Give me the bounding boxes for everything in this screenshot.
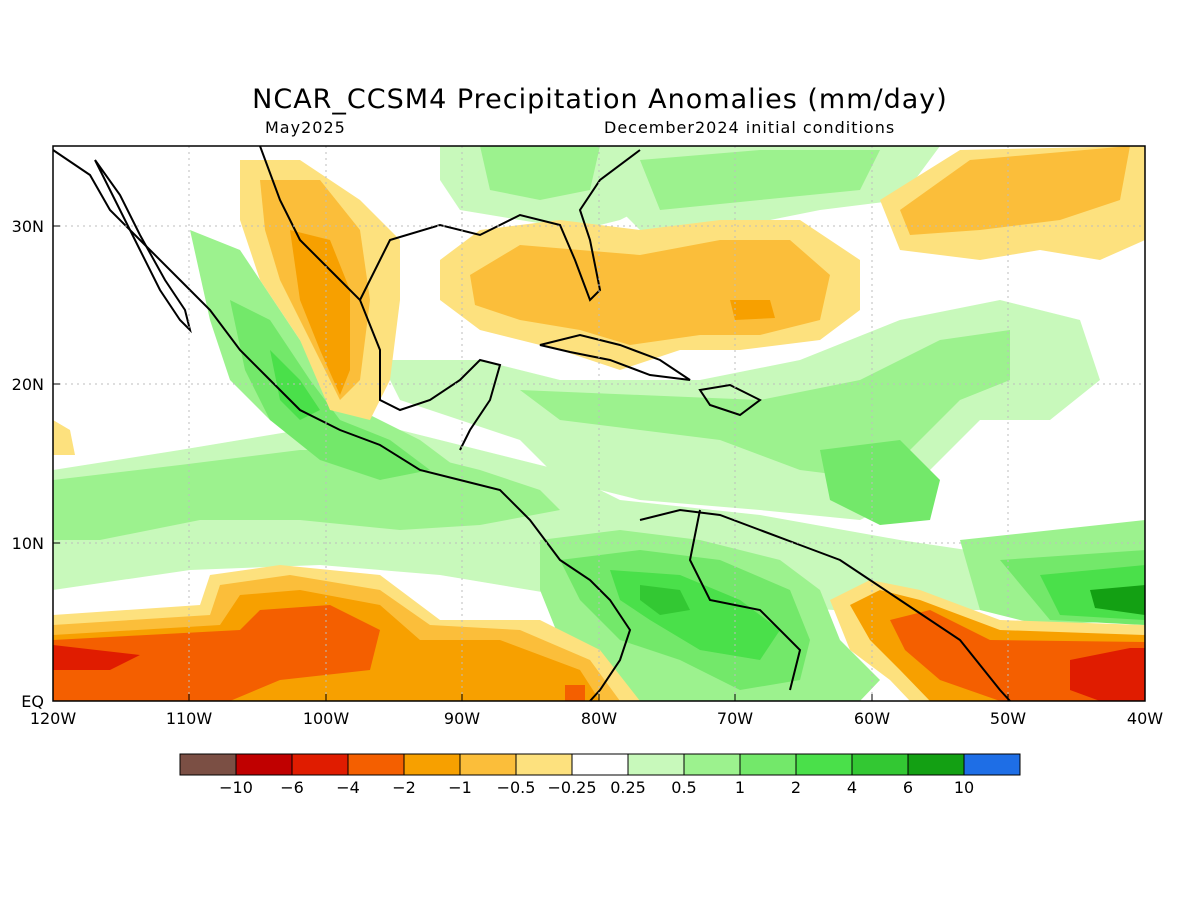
colorbar-swatches	[179, 753, 1021, 776]
colorbar-label: 0.5	[671, 778, 696, 797]
anomaly-gulf-max	[730, 300, 775, 320]
anomaly-mexico-core	[230, 300, 430, 480]
anomaly-ecuador-dry	[565, 685, 585, 701]
colorbar-label: 4	[847, 778, 857, 797]
lon-label-90w: 90W	[444, 709, 480, 728]
lon-label-60w: 60W	[854, 709, 890, 728]
lat-label-30n: 30N	[12, 217, 44, 236]
coastline-south-america	[639, 508, 1011, 701]
colorbar-label: −2	[392, 778, 416, 797]
colorbar-swatch	[627, 753, 685, 776]
colorbar-swatch	[403, 753, 461, 776]
colorbar-swatch	[739, 753, 797, 776]
colorbar-swatch	[179, 753, 237, 776]
coastline-gulf	[259, 146, 502, 451]
anomaly-mexico-coast	[190, 230, 460, 490]
lon-label-100w: 100W	[303, 709, 350, 728]
colorbar-label: −0.5	[497, 778, 536, 797]
lat-label-eq: EQ	[21, 692, 44, 711]
colorbar-swatch	[851, 753, 909, 776]
lon-label-110w: 110W	[166, 709, 213, 728]
lon-label-50w: 50W	[990, 709, 1026, 728]
colorbar-label: −6	[280, 778, 304, 797]
lon-label-120w: 120W	[30, 709, 77, 728]
colorbar-label: 0.25	[610, 778, 646, 797]
forecast-month: May2025	[265, 118, 346, 137]
axis-ticks	[53, 225, 1009, 701]
axis-labels: 30N 20N 10N EQ 120W 110W 100W 90W 80W 70…	[12, 217, 1164, 728]
anomaly-atlantic-dry-core	[900, 146, 1130, 235]
lon-label-80w: 80W	[581, 709, 617, 728]
coastline-cuba	[539, 333, 691, 381]
coastline-venezuela	[688, 509, 802, 691]
anomaly-atlantic-north-inner	[640, 150, 880, 210]
colorbar-swatch	[795, 753, 853, 776]
colorbar-swatch	[963, 753, 1021, 776]
anomaly-antilles	[820, 440, 940, 525]
anomaly-pacific-dry-peak	[53, 645, 140, 670]
colorbar-label: −1	[448, 778, 472, 797]
anomaly-pacific-west-dry	[53, 420, 75, 455]
anomaly-colombia-peak	[640, 585, 690, 615]
anomaly-mexico-max	[270, 350, 320, 420]
colorbar-label: −10	[219, 778, 253, 797]
grid	[53, 146, 1145, 701]
anomaly-us-southeast-inner	[480, 146, 600, 200]
colorbar-swatch	[347, 753, 405, 776]
colorbar-swatch	[459, 753, 517, 776]
map-title: NCAR_CCSM4 Precipitation Anomalies (mm/d…	[252, 84, 948, 115]
colorbar-label: 2	[791, 778, 801, 797]
lat-label-10n: 10N	[12, 534, 44, 553]
colorbar-swatch	[235, 753, 293, 776]
colorbar-swatch	[683, 753, 741, 776]
coastline-hispaniola	[698, 383, 762, 417]
coastlines	[53, 146, 1011, 701]
lon-label-70w: 70W	[717, 709, 753, 728]
coastline-north-america	[53, 149, 632, 701]
anomaly-texas-max	[290, 230, 350, 395]
colorbar-swatch	[571, 753, 629, 776]
colorbar-swatch	[291, 753, 349, 776]
initial-conditions: December2024 initial conditions	[604, 118, 896, 137]
coastline-us-gulf	[359, 149, 641, 302]
anomaly-atlantic-east-peak	[1090, 585, 1145, 615]
coastline-baja	[94, 159, 192, 334]
colorbar-label: 1	[735, 778, 745, 797]
anomaly-atlantic-dry-peak	[1070, 648, 1145, 701]
colorbar-label: 10	[954, 778, 974, 797]
colorbar-labels: −10 −6 −4 −2 −1 −0.5 −0.25 0.25 0.5 1 2 4 6 10	[219, 778, 974, 797]
lat-label-20n: 20N	[12, 375, 44, 394]
colorbar-label: −4	[336, 778, 360, 797]
anomaly-pacific-dry-strong	[53, 605, 380, 701]
lon-label-40w: 40W	[1127, 709, 1163, 728]
colorbar-swatch	[515, 753, 573, 776]
colorbar-swatch	[907, 753, 965, 776]
colorbar-label: 6	[903, 778, 913, 797]
colorbar-label: −0.25	[547, 778, 596, 797]
